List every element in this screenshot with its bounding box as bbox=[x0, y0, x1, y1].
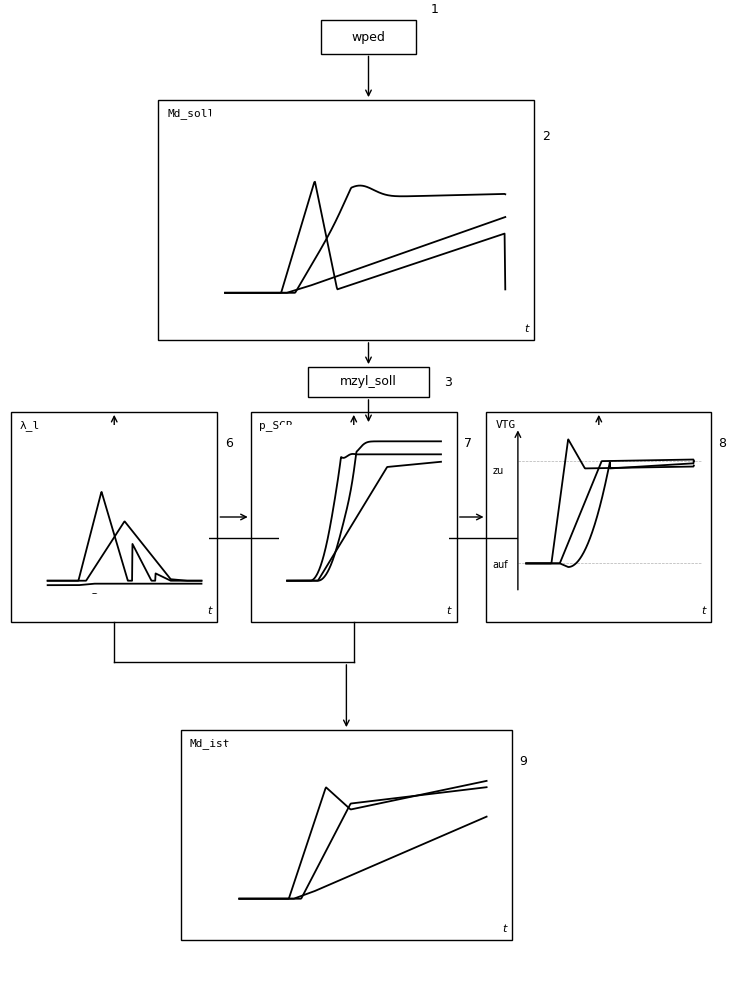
Text: t: t bbox=[701, 606, 705, 616]
Text: 4: 4 bbox=[435, 434, 443, 446]
Text: A: A bbox=[294, 124, 301, 134]
Text: C: C bbox=[376, 866, 383, 876]
Text: C: C bbox=[374, 525, 383, 535]
Text: auf: auf bbox=[492, 560, 508, 570]
Text: A: A bbox=[303, 756, 310, 766]
Text: 8: 8 bbox=[719, 437, 727, 450]
Text: rl_dyn: rl_dyn bbox=[349, 491, 388, 504]
Bar bbox=[317, 483, 420, 513]
Text: t: t bbox=[524, 324, 528, 334]
Text: 3: 3 bbox=[444, 375, 452, 388]
Text: B: B bbox=[629, 445, 636, 455]
Bar bbox=[486, 412, 711, 622]
Text: wped: wped bbox=[352, 30, 385, 43]
Bar bbox=[308, 367, 429, 397]
Text: t: t bbox=[502, 924, 506, 934]
Text: B: B bbox=[369, 117, 377, 127]
Text: mzyl_soll: mzyl_soll bbox=[340, 375, 397, 388]
Bar bbox=[321, 20, 416, 53]
Text: 6: 6 bbox=[84, 515, 92, 528]
Bar bbox=[251, 412, 457, 622]
Text: Md_ist: Md_ist bbox=[189, 738, 230, 749]
Bar bbox=[181, 730, 512, 940]
Text: B: B bbox=[323, 805, 330, 815]
Text: zu: zu bbox=[492, 466, 503, 476]
Text: p_SGR: p_SGR bbox=[259, 420, 293, 431]
Text: 2: 2 bbox=[542, 129, 550, 142]
Text: 5: 5 bbox=[435, 491, 443, 504]
Text: 9: 9 bbox=[520, 755, 528, 768]
Text: C: C bbox=[635, 529, 643, 539]
Bar bbox=[11, 412, 217, 622]
Text: C: C bbox=[90, 585, 97, 595]
Text: rl_soll: rl_soll bbox=[351, 434, 386, 446]
Text: 7: 7 bbox=[464, 437, 472, 450]
Bar bbox=[317, 425, 420, 455]
Text: 8: 8 bbox=[606, 515, 614, 528]
Bar bbox=[158, 100, 534, 340]
Text: Md_soll: Md_soll bbox=[167, 108, 214, 119]
Text: C: C bbox=[406, 244, 414, 254]
Text: 1: 1 bbox=[431, 3, 439, 16]
Text: t: t bbox=[207, 606, 212, 616]
Text: t: t bbox=[447, 606, 451, 616]
Text: A: A bbox=[573, 426, 580, 436]
Text: 6: 6 bbox=[225, 437, 233, 450]
Text: B: B bbox=[131, 487, 139, 497]
Text: VTG: VTG bbox=[495, 420, 515, 430]
Text: λ_l: λ_l bbox=[20, 420, 40, 431]
Text: A: A bbox=[75, 436, 83, 446]
Text: A: A bbox=[325, 428, 333, 438]
Text: B: B bbox=[360, 474, 368, 484]
